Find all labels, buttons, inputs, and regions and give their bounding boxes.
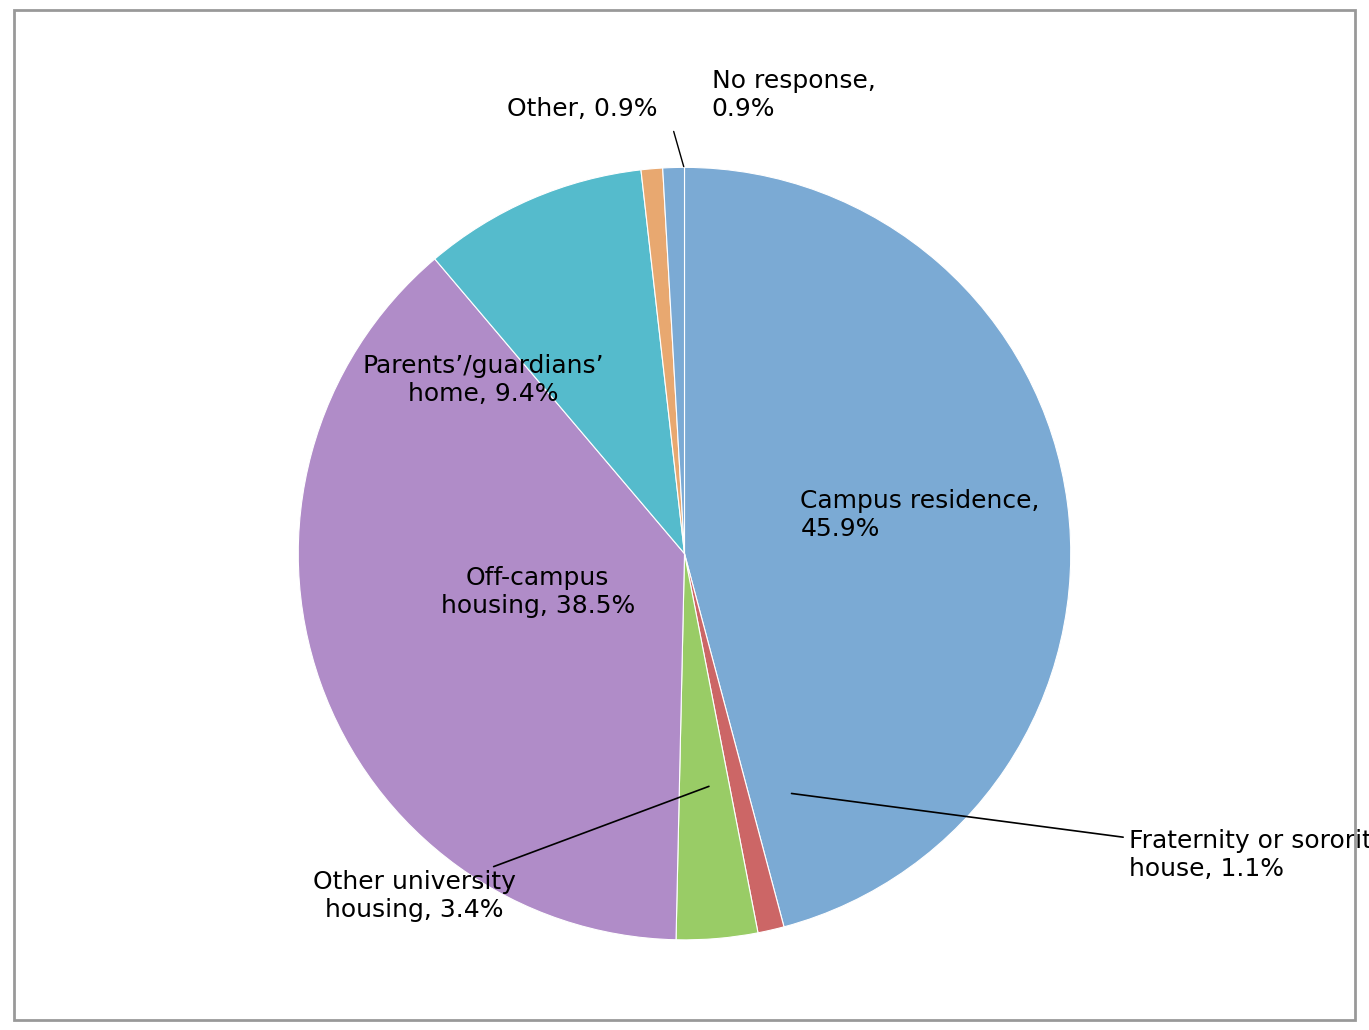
Text: Parents’/guardians’
home, 9.4%: Parents’/guardians’ home, 9.4% [363,354,605,406]
Text: Fraternity or sorority
house, 1.1%: Fraternity or sorority house, 1.1% [791,793,1369,881]
Wedge shape [676,554,758,939]
Text: Campus residence,
45.9%: Campus residence, 45.9% [801,489,1040,541]
Wedge shape [435,170,684,554]
Text: Off-campus
housing, 38.5%: Off-campus housing, 38.5% [441,566,635,618]
Wedge shape [663,168,684,554]
Wedge shape [684,168,1071,927]
Wedge shape [641,168,684,554]
Wedge shape [684,554,784,933]
Text: No response,
0.9%: No response, 0.9% [712,69,875,122]
Text: Other university
housing, 3.4%: Other university housing, 3.4% [312,786,709,922]
Text: Other, 0.9%: Other, 0.9% [507,97,657,122]
Wedge shape [298,259,684,939]
